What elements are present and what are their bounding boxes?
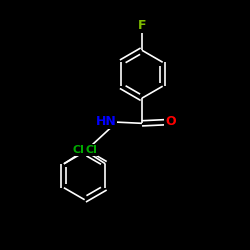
Text: F: F [138,19,146,32]
Text: HN: HN [96,114,116,128]
Text: Cl: Cl [72,145,84,155]
Text: O: O [165,115,176,128]
Text: Cl: Cl [85,145,97,155]
